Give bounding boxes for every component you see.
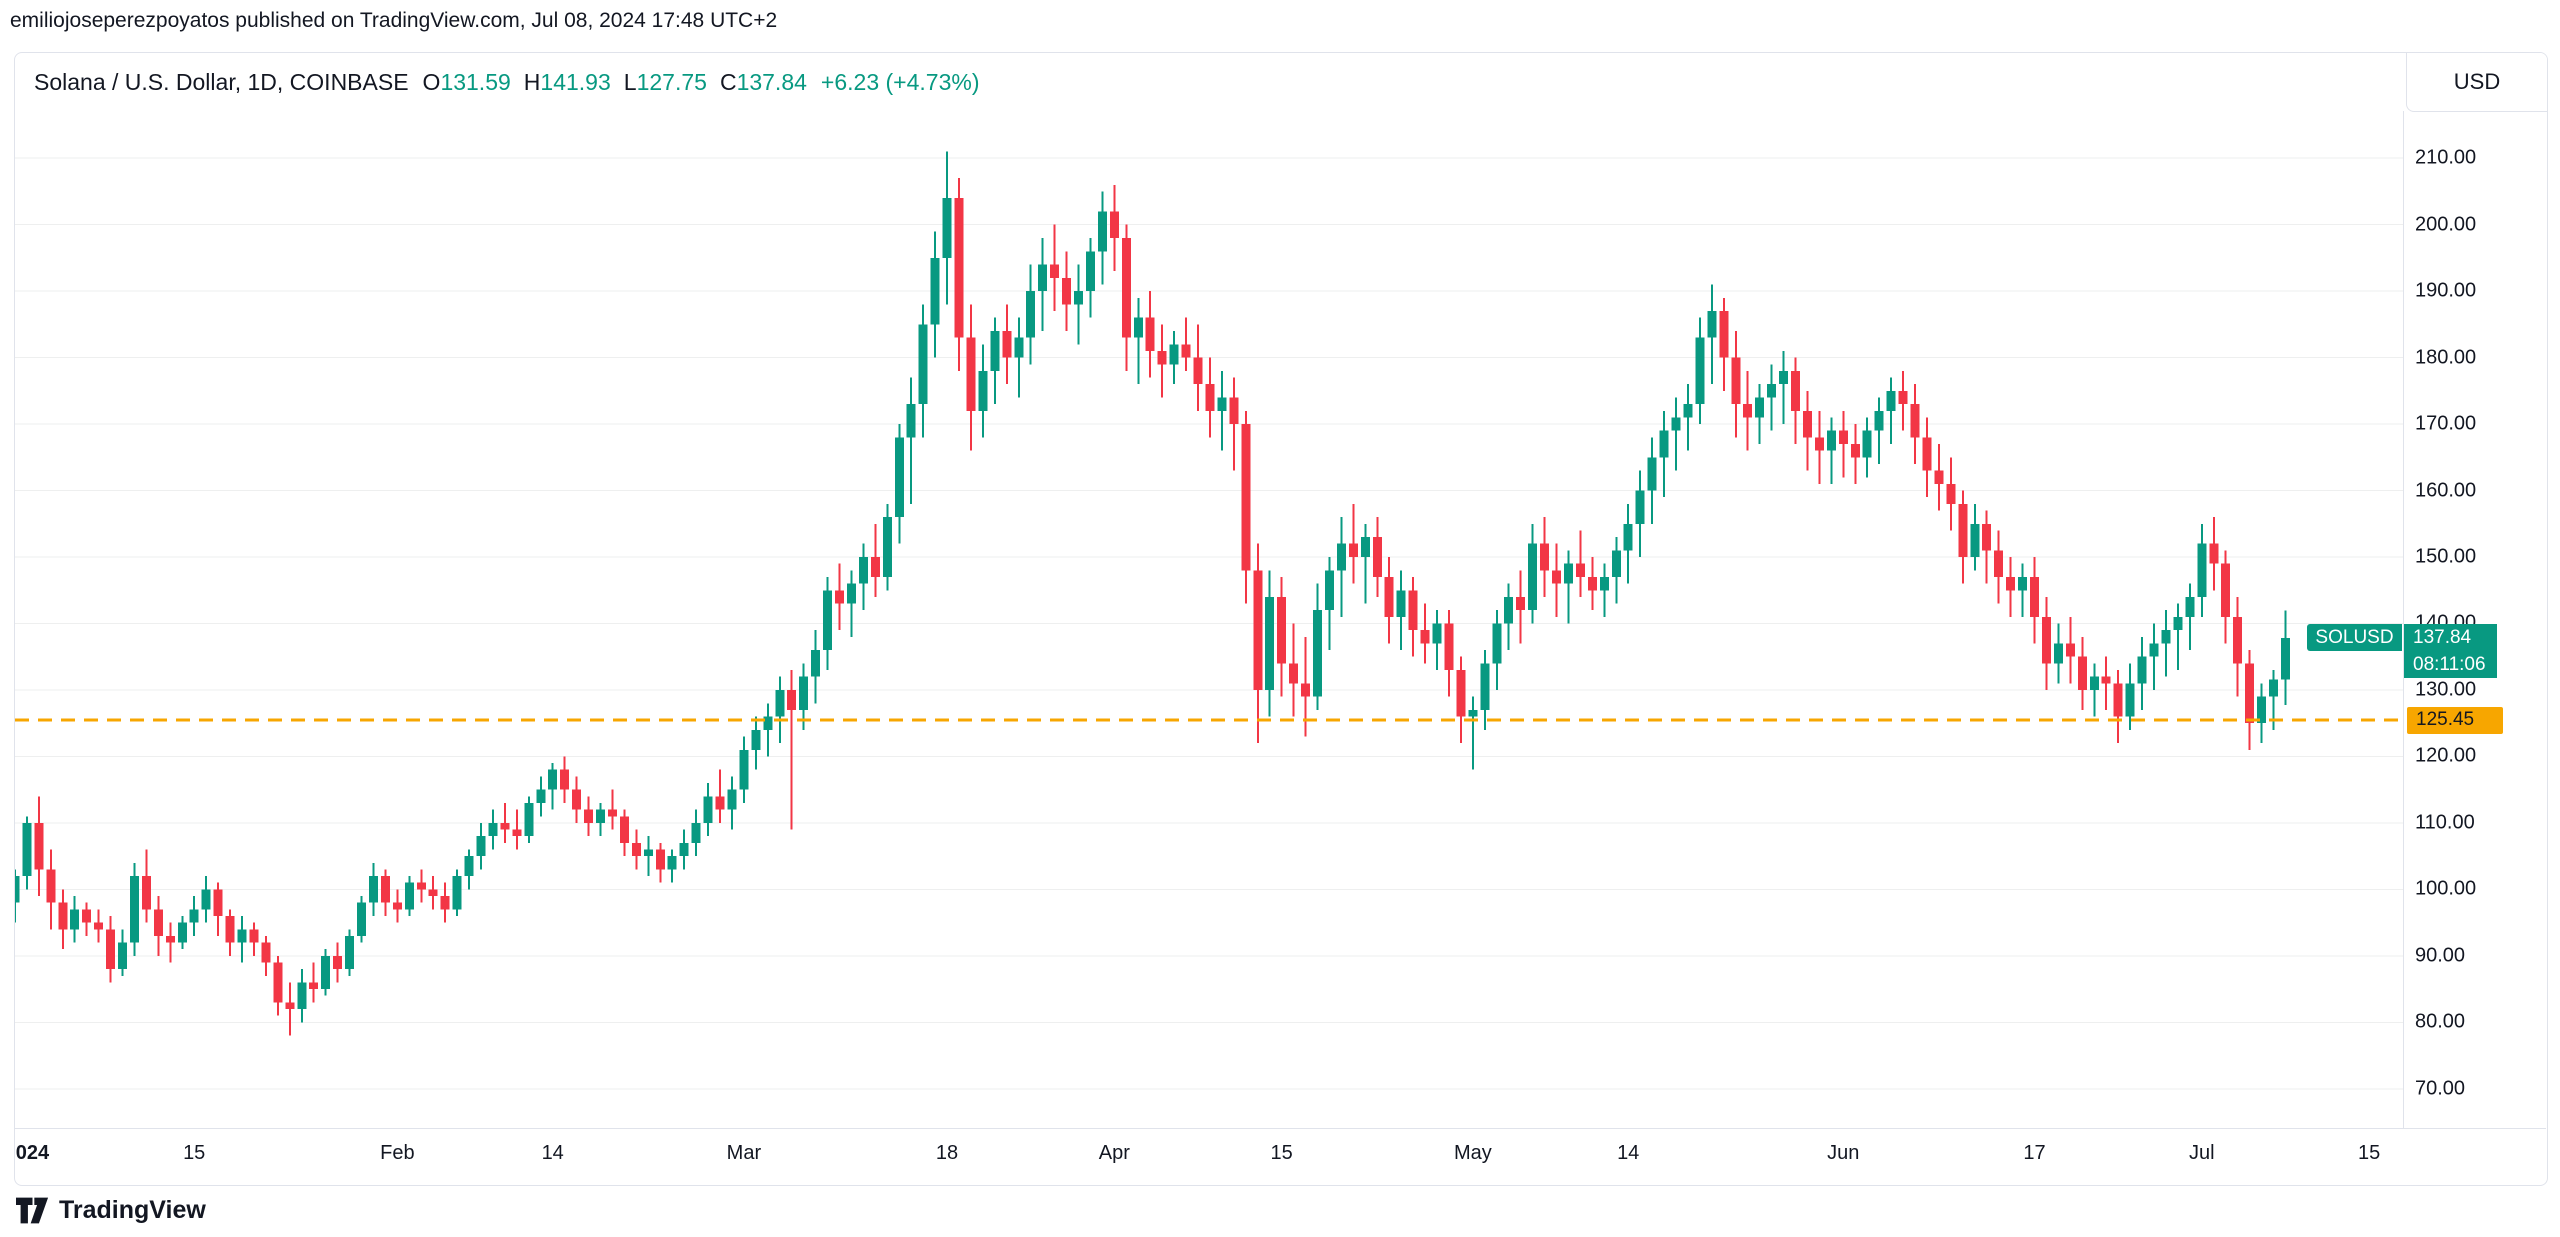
time-tick-label: 2024 (15, 1142, 50, 1164)
price-tick-label: 70.00 (2415, 1077, 2466, 1100)
time-tick-label: Feb (380, 1142, 415, 1164)
time-tick-label: 18 (935, 1142, 959, 1164)
ohlc-low: L127.75 (623, 68, 707, 95)
time-tick-label: 17 (2023, 1142, 2046, 1164)
time-tick-label: 14 (1617, 1142, 1640, 1164)
chart-legend: Solana / U.S. Dollar, 1D, COINBASE O131.… (15, 53, 2397, 111)
chart-card: Solana / U.S. Dollar, 1D, COINBASE O131.… (14, 52, 2548, 1186)
time-tick-label: Jun (1827, 1142, 1860, 1164)
ohlc-close: C137.84 (719, 68, 807, 95)
time-tick-label: 14 (541, 1142, 564, 1164)
price-axis[interactable]: 210.00 200.00 190.00 180.00 170.00 160.00 150.… (2403, 111, 2547, 1128)
brand-name: TradingView (59, 1196, 206, 1224)
chart-plot-area[interactable] (15, 111, 2403, 1128)
price-tick-label: 150.00 (2415, 545, 2477, 568)
price-tick-label: 190.00 (2415, 279, 2477, 302)
price-tick-label: 210.00 (2415, 146, 2477, 169)
time-tick-label: 15 (2357, 1142, 2381, 1164)
ohlc-values: O131.59 H141.93 L127.75 C137.84 (423, 69, 807, 96)
price-tick-label: 100.00 (2415, 877, 2477, 900)
last-price-badge: SOLUSD 137.84 (2307, 624, 2497, 652)
price-tick-label: 130.00 (2415, 678, 2477, 701)
time-axis[interactable]: 2024 15 Feb 14 Mar 18 Apr 15 May 14 Jun 17 Jul 15 (15, 1128, 2546, 1185)
time-tick-label: 15 (1270, 1142, 1293, 1164)
ohlc-high: H141.93 (523, 68, 611, 95)
price-tick-label: 110.00 (2415, 811, 2475, 834)
price-tick-label: 200.00 (2415, 213, 2477, 236)
time-tick-label: Jul (2189, 1142, 2215, 1164)
alert-price-badge: 125.45 (2407, 706, 2503, 734)
price-tick-label: 90.00 (2415, 944, 2466, 967)
ohlc-open: O131.59 (422, 68, 511, 95)
bar-countdown-badge: 08:11:06 (2404, 651, 2497, 679)
time-tick-label: Mar (726, 1142, 762, 1164)
time-tick-label: May (1453, 1142, 1492, 1164)
last-price-value: 137.84 (2404, 624, 2497, 652)
price-tick-label: 80.00 (2415, 1010, 2466, 1033)
price-chart[interactable] (15, 111, 2403, 1128)
publisher-line: emiliojoseperezpoyatos published on Trad… (10, 9, 778, 32)
symbol-title: Solana / U.S. Dollar, 1D, COINBASE (34, 68, 409, 95)
price-change: +6.23 (+4.73%) (820, 68, 980, 95)
tradingview-attribution[interactable]: TradingView (16, 1196, 206, 1225)
price-tick-label: 180.00 (2415, 346, 2477, 369)
symbol-badge: SOLUSD (2307, 624, 2402, 652)
time-tick-label: 15 (183, 1142, 206, 1164)
currency-toggle-button[interactable]: USD (2406, 53, 2547, 112)
price-tick-label: 120.00 (2415, 744, 2477, 767)
price-tick-label: 160.00 (2415, 479, 2477, 502)
price-tick-label: 170.00 (2415, 412, 2477, 435)
tradingview-logo-icon (16, 1197, 49, 1224)
time-tick-label: Apr (1098, 1142, 1130, 1164)
